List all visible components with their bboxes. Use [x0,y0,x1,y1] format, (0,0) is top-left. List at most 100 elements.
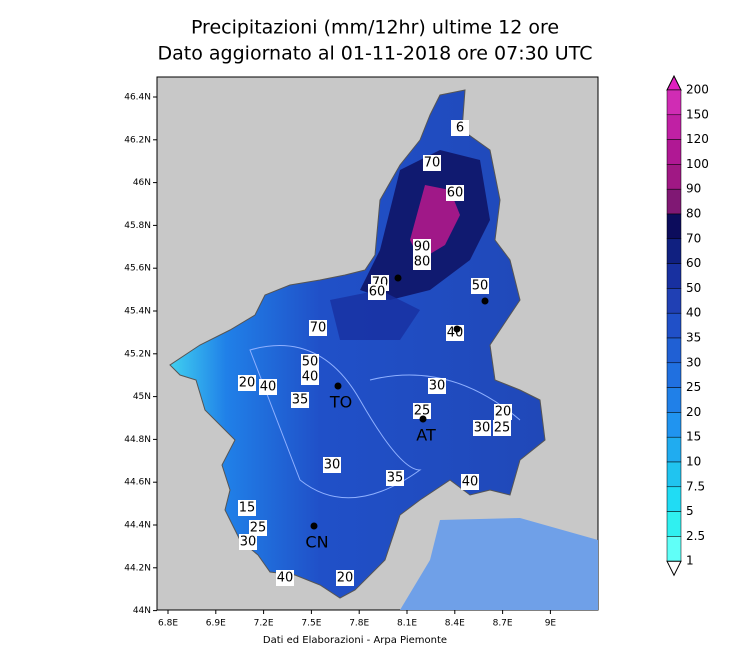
x-tick-label: 7.5E [301,619,321,629]
colorbar-label: 60 [686,256,701,270]
city-label: CN [305,533,328,552]
contour-label-box [276,570,294,586]
colorbar-label: 7.5 [686,479,705,493]
contour-label: 50 [472,279,489,294]
rain-area [330,290,420,340]
colorbar-segment [666,263,682,289]
x-tick-label: 7.2E [254,619,274,629]
sea [400,518,598,610]
colorbar-segment [666,89,682,116]
colorbar-segment [666,188,682,215]
colorbar-label: 15 [686,430,701,444]
contour [249,345,422,499]
colorbar-segment [666,461,682,488]
colorbar-segment [666,164,682,190]
colorbar-label: 10 [686,455,701,469]
contour-label: 60 [369,285,386,300]
title: Precipitazioni (mm/12hr) ultime 12 ore [191,17,559,39]
contour-label-box [428,378,446,394]
contour-label-box [386,470,404,486]
y-tick-label: 44.2N [124,563,151,573]
contour-label: 20 [239,376,256,391]
map [156,76,599,611]
y-tick-label: 46.4N [124,93,151,103]
colorbar-segment [666,213,682,240]
contour-label-box [493,420,511,436]
colorbar-segment [666,436,682,463]
x-tick-label: 8.7E [493,619,513,629]
colorbar-segment [666,486,682,512]
contour-label: 40 [302,370,319,385]
contour-label: 80 [414,255,431,270]
colorbar-segment [666,288,682,314]
y-tick-label: 46.2N [124,135,151,145]
y-tick-label: 44.6N [124,478,151,488]
colorbar-bottom [666,560,682,577]
city-dot [453,325,461,333]
contour-label-box [301,354,319,370]
contour-label: 50 [302,355,319,370]
contour-label-box [461,474,479,490]
colorbar-label: 25 [686,380,701,394]
y-tick-label: 44.4N [124,521,151,531]
colorbar-label: 50 [686,281,701,295]
contour-label-box [301,369,319,385]
colorbar-label: 40 [686,306,701,320]
colorbar-segment [666,536,682,562]
colorbar-segment [666,337,682,364]
contour-label-box [249,520,267,536]
y-tick-label: 46N [133,178,151,188]
colorbar-label: 200 [686,83,709,97]
contour-label: 30 [429,379,446,394]
contour-label-box [336,570,354,586]
colorbar-segment [666,114,682,140]
contour-label: 35 [292,393,309,408]
contour-label: 25 [250,521,267,536]
contour-label: 40 [277,571,294,586]
colorbar-segment [666,412,682,438]
contour-label: 30 [240,535,257,550]
contour-label-box [239,534,257,550]
x-tick-label: 8.1E [397,619,417,629]
colorbar-label: 100 [686,157,709,171]
contour-label: 40 [260,380,277,395]
city-dot [310,522,318,530]
colorbar-label: 90 [686,182,701,196]
colorbar-segment [666,362,682,388]
contour-label: 20 [337,571,354,586]
contour-label-box [451,120,469,136]
colorbar-segment [666,139,682,165]
contour-label-box [238,500,256,516]
contour-label: 30 [474,421,491,436]
x-tick-label: 6.9E [206,619,226,629]
colorbar-segment [666,511,682,537]
x-tick-label: 6.8E [158,619,178,629]
contour-label: 6 [456,121,464,136]
y-tick-label: 45N [133,392,151,402]
contour-label-box [446,185,464,201]
contour-label: 90 [414,240,431,255]
contour-label-box [323,457,341,473]
x-tick-label: 9E [545,619,557,629]
city-dot [419,415,427,423]
contour-label: 70 [424,156,441,171]
contour-label: 35 [387,471,404,486]
y-tick-label: 45.6N [124,264,151,274]
contour-label-box [238,375,256,391]
contour-label-box [259,379,277,395]
subtitle: Dato aggiornato al 01-11-2018 ore 07:30 … [158,43,593,65]
contour-label: 30 [324,458,341,473]
contour-label: 25 [414,404,431,419]
colorbar-label: 2.5 [686,529,705,543]
contour-label: 60 [447,186,464,201]
contour-label-box [291,392,309,408]
colorbar-segment [666,387,682,413]
contour-label-box [413,239,431,255]
contour-label-box [368,284,386,300]
city-dot [481,297,489,305]
colorbar-label: 1 [686,554,694,568]
city-label: AT [416,426,436,445]
contour-label: 25 [494,421,511,436]
colorbar-segment [666,312,682,339]
